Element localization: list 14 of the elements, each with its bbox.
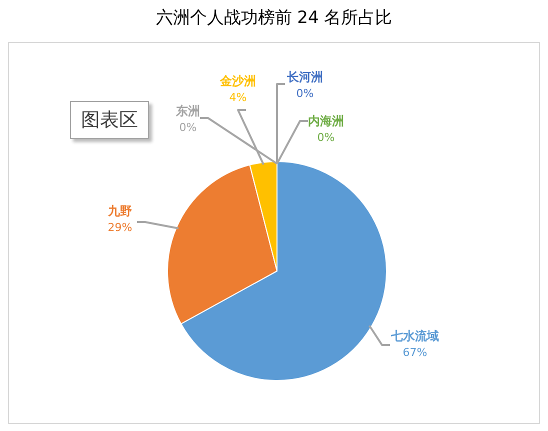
data-label: 29% bbox=[108, 220, 132, 234]
text: 0% bbox=[317, 130, 335, 144]
category-label: 内海洲 bbox=[308, 114, 344, 128]
text: 0% bbox=[296, 86, 314, 100]
data-label: 4% bbox=[229, 90, 247, 104]
data-label: 67% bbox=[402, 346, 428, 359]
slice-label: 九野 bbox=[107, 204, 132, 218]
category-label: 东洲 bbox=[176, 104, 200, 118]
text: 图表区 bbox=[70, 101, 149, 139]
text: 0% bbox=[179, 120, 197, 134]
slice-label: 七水流域 bbox=[390, 329, 439, 344]
chart-title: 六洲个人战功榜前 24 名所占比 bbox=[154, 7, 394, 29]
slice-label: 金沙洲 bbox=[219, 74, 256, 88]
category-label: 长河洲 bbox=[287, 70, 323, 84]
